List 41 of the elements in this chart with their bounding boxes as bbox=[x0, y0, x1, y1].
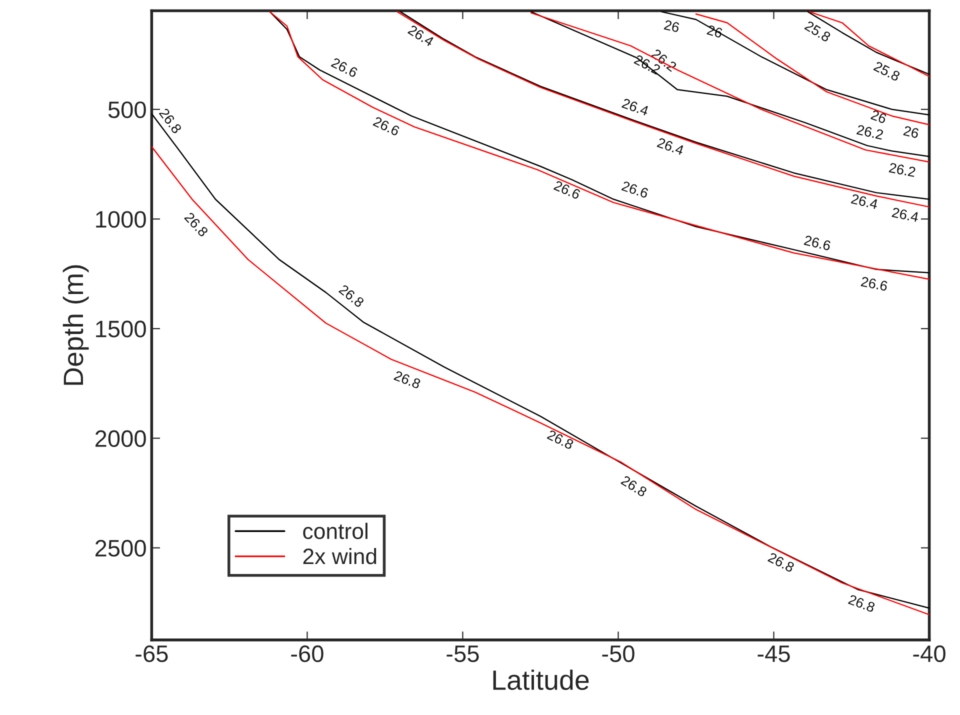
y-tick-label: 1500 bbox=[96, 320, 146, 338]
annotation: 26.4 bbox=[892, 207, 920, 222]
annotation: 26 bbox=[664, 20, 680, 32]
annotation: 26 bbox=[903, 126, 920, 138]
annotation: 26.4 bbox=[656, 137, 684, 156]
legend-label: 2x wind bbox=[303, 548, 376, 564]
annotation: 26.8 bbox=[394, 370, 422, 389]
x-tick-label: -55 bbox=[446, 646, 479, 662]
x-tick-label: -50 bbox=[602, 645, 634, 662]
annotation: 26.6 bbox=[804, 235, 832, 251]
annotation: 26.8 bbox=[767, 552, 795, 573]
annotation: 26.4 bbox=[407, 24, 435, 47]
y-tick-label: 2000 bbox=[95, 430, 146, 448]
x-axis-title: Latitude bbox=[493, 670, 589, 690]
x-tick-label: -65 bbox=[136, 645, 168, 662]
y-tick-label: 1000 bbox=[96, 211, 146, 228]
annotation: 26.8 bbox=[184, 212, 209, 238]
annotation: 26.8 bbox=[620, 475, 648, 498]
annotation: 26.8 bbox=[546, 430, 574, 450]
annotation: 26.6 bbox=[553, 180, 581, 200]
annotation: 26.2 bbox=[856, 124, 884, 140]
x-tick-label: -40 bbox=[913, 645, 946, 662]
annotation: 26.8 bbox=[848, 594, 876, 612]
annotation: 26 bbox=[870, 110, 888, 124]
annotation: 25.8 bbox=[804, 20, 832, 42]
y-tick-label: 2500 bbox=[95, 540, 146, 557]
line-series bbox=[695, 13, 930, 126]
annotation: 26.4 bbox=[622, 98, 650, 116]
x-tick-label: -60 bbox=[291, 645, 324, 662]
annotation: 26.6 bbox=[372, 116, 400, 136]
annotation: 26.6 bbox=[860, 276, 888, 292]
x-tick-label: -45 bbox=[758, 646, 790, 662]
annotation: 26.8 bbox=[338, 284, 365, 308]
legend-label: control bbox=[303, 522, 368, 540]
annotation: 26.6 bbox=[621, 180, 649, 198]
y-axis-title: Depth (m) bbox=[62, 265, 89, 385]
annotation: 26.2 bbox=[888, 162, 916, 178]
annotation: 26.6 bbox=[330, 57, 358, 78]
annotation: 25.8 bbox=[873, 61, 901, 82]
y-tick-label: 500 bbox=[108, 101, 146, 118]
annotation: 26.4 bbox=[850, 194, 878, 210]
